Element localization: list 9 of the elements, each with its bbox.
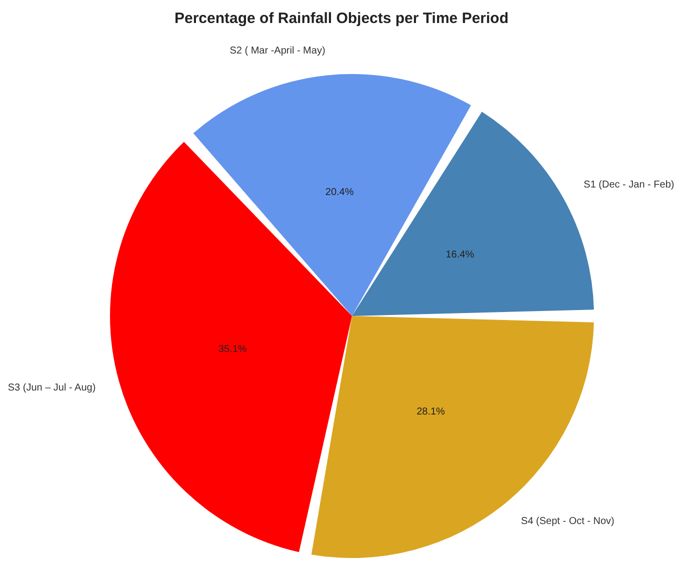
slice-label: S4 (Sept - Oct - Nov) bbox=[521, 516, 614, 528]
chart-title: Percentage of Rainfall Objects per Time Period bbox=[174, 10, 508, 27]
data-label: 35.1% bbox=[218, 344, 247, 355]
slice-label: S2 ( Mar -April - May) bbox=[230, 46, 326, 57]
data-label: 16.4% bbox=[446, 249, 474, 260]
data-label: 28.1% bbox=[416, 406, 446, 418]
slice-label: S1 (Dec - Jan - Feb) bbox=[584, 179, 674, 190]
slice-label: S3 (Jun – Jul - Aug) bbox=[8, 382, 96, 394]
data-label: 20.4% bbox=[325, 187, 354, 198]
